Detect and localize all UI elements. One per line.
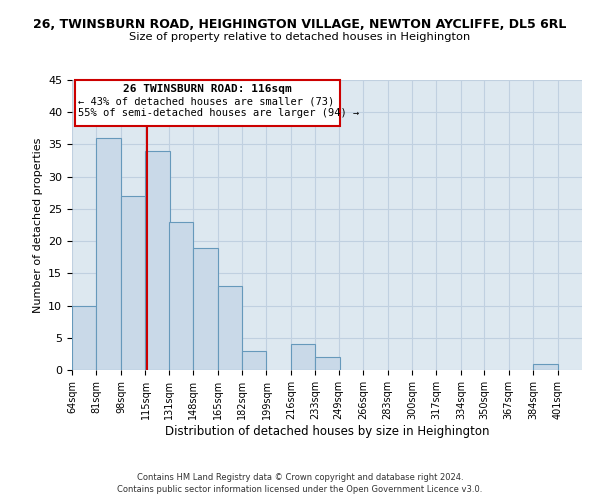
Bar — [291, 344, 316, 370]
Bar — [97, 138, 121, 370]
Bar — [145, 151, 170, 370]
Bar — [533, 364, 557, 370]
Bar — [169, 222, 193, 370]
Text: 26, TWINSBURN ROAD, HEIGHINGTON VILLAGE, NEWTON AYCLIFFE, DL5 6RL: 26, TWINSBURN ROAD, HEIGHINGTON VILLAGE,… — [34, 18, 566, 30]
Bar — [218, 286, 242, 370]
FancyBboxPatch shape — [75, 80, 340, 126]
Bar — [72, 306, 97, 370]
Bar — [121, 196, 145, 370]
Text: 26 TWINSBURN ROAD: 116sqm: 26 TWINSBURN ROAD: 116sqm — [123, 84, 292, 94]
Text: 55% of semi-detached houses are larger (94) →: 55% of semi-detached houses are larger (… — [78, 108, 359, 118]
Text: Contains HM Land Registry data © Crown copyright and database right 2024.: Contains HM Land Registry data © Crown c… — [137, 473, 463, 482]
Bar — [316, 357, 340, 370]
X-axis label: Distribution of detached houses by size in Heighington: Distribution of detached houses by size … — [165, 424, 489, 438]
Bar — [242, 350, 266, 370]
Text: Size of property relative to detached houses in Heighington: Size of property relative to detached ho… — [130, 32, 470, 42]
Text: ← 43% of detached houses are smaller (73): ← 43% of detached houses are smaller (73… — [78, 96, 334, 106]
Bar — [193, 248, 218, 370]
Y-axis label: Number of detached properties: Number of detached properties — [32, 138, 43, 312]
Text: Contains public sector information licensed under the Open Government Licence v3: Contains public sector information licen… — [118, 484, 482, 494]
